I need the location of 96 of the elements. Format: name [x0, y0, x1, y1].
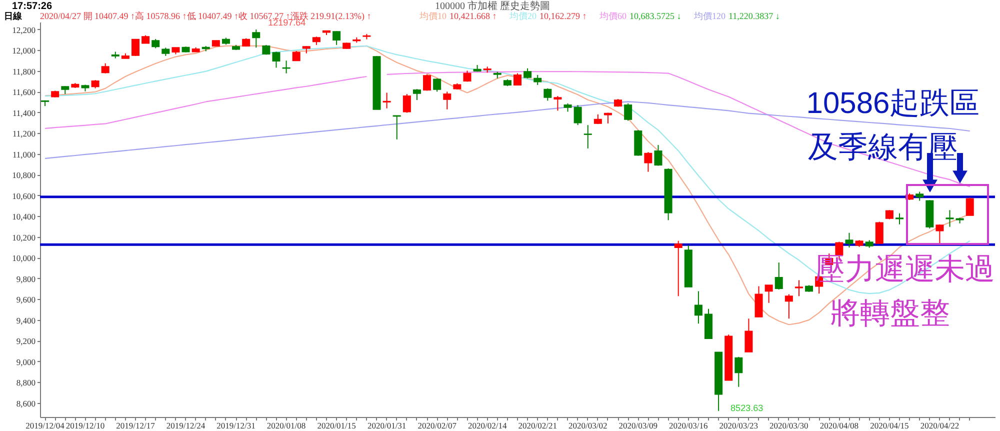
candlestick: [624, 102, 632, 122]
candlestick: [382, 92, 391, 109]
candlestick: [574, 104, 582, 126]
x-tick-label: 2020/02/14: [468, 420, 508, 430]
y-tick-label: 9,400: [16, 315, 36, 326]
candlestick: [774, 262, 783, 290]
y-tick-label: 8,800: [16, 378, 36, 388]
x-tick-label: 2019/12/17: [116, 420, 155, 430]
candlestick: [946, 210, 954, 228]
x-tick-label: 2020/01/15: [317, 420, 356, 430]
annotation: 壓力遲遲未過: [815, 253, 995, 286]
text: 均價20: [508, 11, 537, 21]
x-tick-label: 2020/04/22: [920, 420, 960, 430]
annotation: 將轉盤整: [830, 297, 950, 330]
candlestick: [754, 286, 763, 318]
y-tick-label: 10,800: [12, 170, 36, 180]
y-tick-label: 10,600: [12, 190, 36, 201]
chart-title: 100000 市加權 歷史走勢圖: [435, 0, 550, 12]
y-tick-label: 12,000: [12, 46, 36, 56]
y-tick-label: 11,800: [12, 66, 36, 76]
candlestick: [101, 62, 110, 74]
y-tick-label: 10,200: [12, 232, 36, 242]
candlestick: [433, 78, 442, 92]
candlestick: [794, 280, 803, 297]
candlestick: [734, 356, 743, 388]
candlestick: [845, 232, 854, 248]
candlestick: [784, 294, 793, 320]
candlestick: [252, 29, 260, 48]
x-tick-label: 2020/04/15: [870, 420, 909, 430]
x-tick-label: 2019/12/10: [66, 420, 105, 430]
y-tick-label: 11,400: [12, 108, 36, 118]
text: 均價120: [693, 11, 726, 21]
candlestick: [584, 124, 592, 149]
candlestick: [514, 72, 522, 86]
annotation: 8523.63: [730, 402, 764, 413]
candlestick: [654, 144, 662, 166]
text: 17:57:26: [12, 1, 52, 12]
candlestick: [534, 74, 542, 86]
candlestick: [544, 88, 552, 102]
annotation: 10586起跌區: [806, 86, 980, 120]
x-tick-label: 2020/02/21: [518, 420, 557, 430]
text: 日線: [4, 11, 23, 21]
y-tick-label: 11,000: [12, 149, 36, 160]
x-tick-label: 2019/12/31: [216, 420, 256, 430]
candlestick: [443, 91, 452, 110]
candlestick: [412, 88, 421, 101]
x-tick-label: 2019/12/24: [166, 420, 206, 430]
x-tick-label: 2020/02/07: [418, 420, 456, 430]
candlestick: [604, 112, 612, 124]
text: 均價10: [418, 11, 447, 21]
y-tick-label: 9,800: [16, 274, 36, 284]
text: 10,162.279 ↑: [540, 11, 587, 21]
candlestick: [132, 38, 140, 56]
candlestick: [292, 50, 300, 62]
x-tick-label: 2020/03/16: [669, 420, 708, 430]
candlestick: [392, 115, 401, 140]
candlestick: [524, 68, 532, 79]
candlestick: [674, 240, 682, 297]
y-tick-label: 11,200: [12, 128, 36, 139]
annotation: 及季線有壓: [808, 131, 958, 164]
x-tick-label: 2020/03/23: [719, 420, 758, 430]
x-tick-label: 2019/12/04: [26, 420, 66, 430]
candlestick: [966, 197, 974, 216]
x-tick-label: 2020/04/08: [820, 420, 859, 430]
annotation: 12197.64: [268, 18, 306, 28]
x-tick-label: 2020/01/31: [367, 420, 406, 430]
text: 11,220.3837 ↓: [728, 11, 780, 21]
candlestick: [554, 96, 562, 112]
y-tick-label: 9,600: [16, 294, 36, 305]
text: 10,683.5725 ↓: [630, 11, 682, 21]
x-tick-label: 2020/03/02: [568, 420, 608, 430]
text: 均價60: [598, 11, 627, 21]
y-tick-label: 11,600: [12, 87, 36, 98]
y-tick-label: 9,200: [16, 336, 36, 346]
candlestick: [644, 152, 652, 172]
text: 10,421.668 ↑: [450, 11, 497, 21]
x-tick-label: 2020/03/09: [618, 420, 658, 430]
candlestick: [875, 221, 884, 244]
candlestick: [896, 212, 904, 225]
x-tick-label: 2020/03/30: [770, 420, 808, 430]
x-tick-label: 2020/01/08: [266, 420, 306, 430]
y-tick-label: 9,000: [16, 356, 36, 367]
candlestick: [694, 290, 702, 324]
candlestick: [272, 51, 280, 68]
candlestick: [936, 224, 944, 244]
candlestick: [423, 74, 432, 92]
y-tick-label: 8,600: [16, 398, 36, 408]
y-tick-label: 12,200: [12, 24, 36, 35]
candlestick: [744, 318, 753, 352]
candlestick: [332, 30, 341, 46]
y-tick-label: 10,000: [12, 253, 36, 264]
candlestick: [152, 38, 160, 49]
candlestick: [402, 94, 411, 114]
candlestick: [764, 284, 773, 304]
candlestick: [916, 191, 924, 202]
y-tick-label: 10,400: [12, 212, 36, 222]
